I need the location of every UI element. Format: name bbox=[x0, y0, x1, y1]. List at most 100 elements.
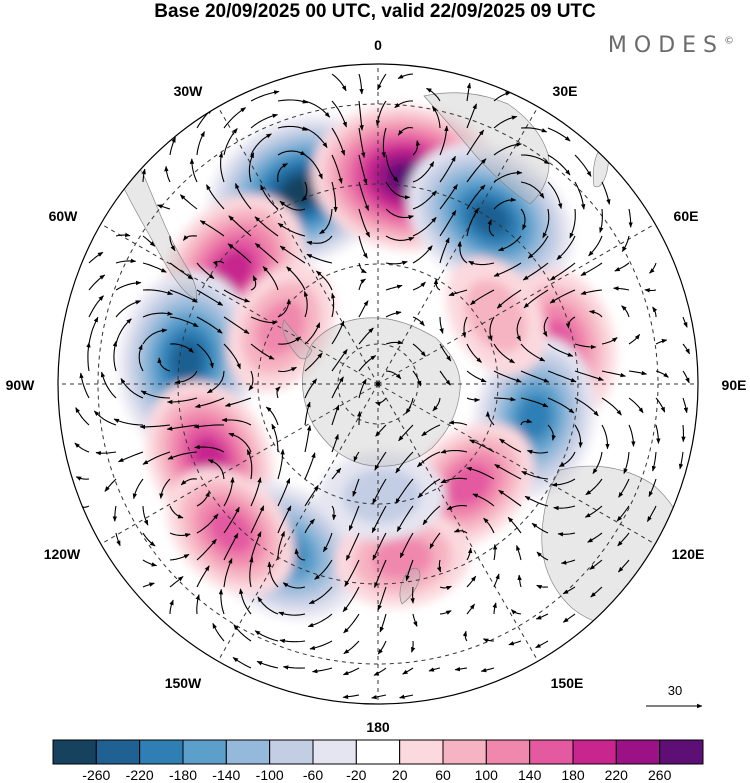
wind-vector bbox=[352, 478, 360, 497]
wind-vector bbox=[223, 107, 247, 129]
wind-vector bbox=[301, 181, 308, 202]
wind-vector bbox=[466, 575, 477, 588]
wind-vector bbox=[655, 370, 669, 378]
lon-label-60e: 60E bbox=[674, 208, 699, 224]
wind-vector bbox=[553, 505, 576, 511]
wind-vector bbox=[277, 530, 285, 561]
colorbar-box bbox=[659, 739, 704, 765]
wind-vector bbox=[395, 451, 414, 474]
wind-vector bbox=[628, 397, 644, 414]
wind-vector bbox=[277, 150, 306, 156]
logo-text: MODES bbox=[607, 33, 724, 58]
wind-vector bbox=[331, 100, 347, 128]
wind-vector bbox=[558, 451, 576, 468]
wind-vector bbox=[412, 281, 426, 291]
wind-vector bbox=[439, 585, 452, 591]
wind-vector bbox=[601, 424, 610, 450]
wind-vector bbox=[304, 100, 331, 118]
wind-vector bbox=[584, 505, 603, 518]
wind-vector bbox=[371, 505, 387, 534]
wind-vector bbox=[412, 140, 421, 156]
wind-vector bbox=[520, 370, 550, 383]
wind-vector bbox=[480, 667, 495, 673]
wind-vector bbox=[395, 478, 414, 504]
wind-vector bbox=[277, 99, 309, 104]
wind-vector bbox=[331, 320, 345, 345]
wind-vector bbox=[88, 274, 106, 291]
wind-vector bbox=[196, 316, 223, 334]
wind-vector bbox=[303, 290, 309, 318]
wind-vector bbox=[466, 103, 478, 129]
wind-vector bbox=[397, 126, 414, 136]
wind-vector bbox=[373, 559, 387, 589]
wind-vector bbox=[531, 522, 549, 534]
wind-vector bbox=[374, 451, 387, 471]
wind-vector bbox=[601, 397, 622, 416]
colorbar-tick-label: -100 bbox=[256, 767, 284, 783]
wind-vector bbox=[344, 559, 360, 587]
wind-vector bbox=[652, 306, 658, 318]
wind-vector bbox=[470, 289, 495, 306]
wind-vector bbox=[412, 216, 437, 237]
wind-vector bbox=[294, 548, 306, 561]
wind-vector bbox=[439, 610, 452, 615]
wind-vector bbox=[358, 327, 374, 345]
meridian-line bbox=[217, 383, 379, 662]
wind-vector bbox=[228, 432, 252, 453]
wind-vector bbox=[649, 262, 657, 274]
wind-vector bbox=[527, 235, 549, 259]
wind-vector bbox=[493, 142, 522, 156]
wind-vector bbox=[520, 397, 549, 408]
wind-vectors bbox=[74, 73, 690, 700]
wind-vector bbox=[246, 449, 253, 480]
wind-vector bbox=[493, 262, 522, 277]
lon-label-90e: 90E bbox=[722, 377, 747, 393]
wind-vector bbox=[574, 181, 586, 210]
wind-vector bbox=[196, 262, 215, 279]
wind-vector bbox=[331, 181, 338, 213]
wind-vector bbox=[375, 100, 387, 126]
wind-vector bbox=[623, 451, 630, 475]
wind-vector bbox=[169, 236, 176, 252]
wind-vector bbox=[142, 235, 156, 247]
wind-vector bbox=[142, 451, 171, 465]
wind-vector bbox=[520, 343, 546, 362]
wind-vector bbox=[343, 640, 360, 655]
wind-vector bbox=[466, 397, 481, 403]
wind-vector bbox=[157, 357, 171, 372]
meridian-line bbox=[377, 223, 656, 385]
wind-vector bbox=[115, 232, 131, 238]
wind-vector bbox=[279, 245, 306, 264]
wind-vector bbox=[499, 438, 522, 453]
wind-vector bbox=[655, 424, 661, 444]
wind-vector bbox=[681, 424, 686, 443]
wind-vector bbox=[223, 128, 238, 156]
wind-vector bbox=[199, 220, 225, 237]
wind-vector bbox=[373, 667, 387, 676]
wind-vector bbox=[234, 182, 252, 210]
colorbar-box bbox=[225, 739, 271, 765]
wind-vector bbox=[618, 478, 630, 498]
colorbar-tick-label: 20 bbox=[392, 767, 408, 783]
wind-vector bbox=[331, 292, 336, 318]
wind-vector bbox=[628, 370, 648, 376]
anomaly-blob bbox=[342, 468, 421, 524]
africa-land bbox=[423, 92, 550, 205]
anomaly-blob bbox=[469, 200, 510, 237]
wind-vector bbox=[277, 336, 302, 345]
wind-vector bbox=[412, 613, 418, 627]
wind-vector bbox=[377, 586, 387, 611]
wind-vector bbox=[472, 493, 495, 507]
wind-vector bbox=[353, 451, 360, 463]
wind-vector bbox=[547, 127, 571, 142]
lon-label-30e: 30E bbox=[553, 83, 578, 99]
wind-vector bbox=[628, 208, 633, 228]
wind-vector bbox=[275, 386, 281, 399]
wind-vector bbox=[644, 288, 657, 293]
wind-vector bbox=[410, 586, 415, 604]
wind-vector bbox=[547, 343, 574, 357]
wind-vector bbox=[466, 129, 485, 156]
wind-vector bbox=[139, 424, 171, 430]
wind-vector bbox=[580, 262, 603, 276]
